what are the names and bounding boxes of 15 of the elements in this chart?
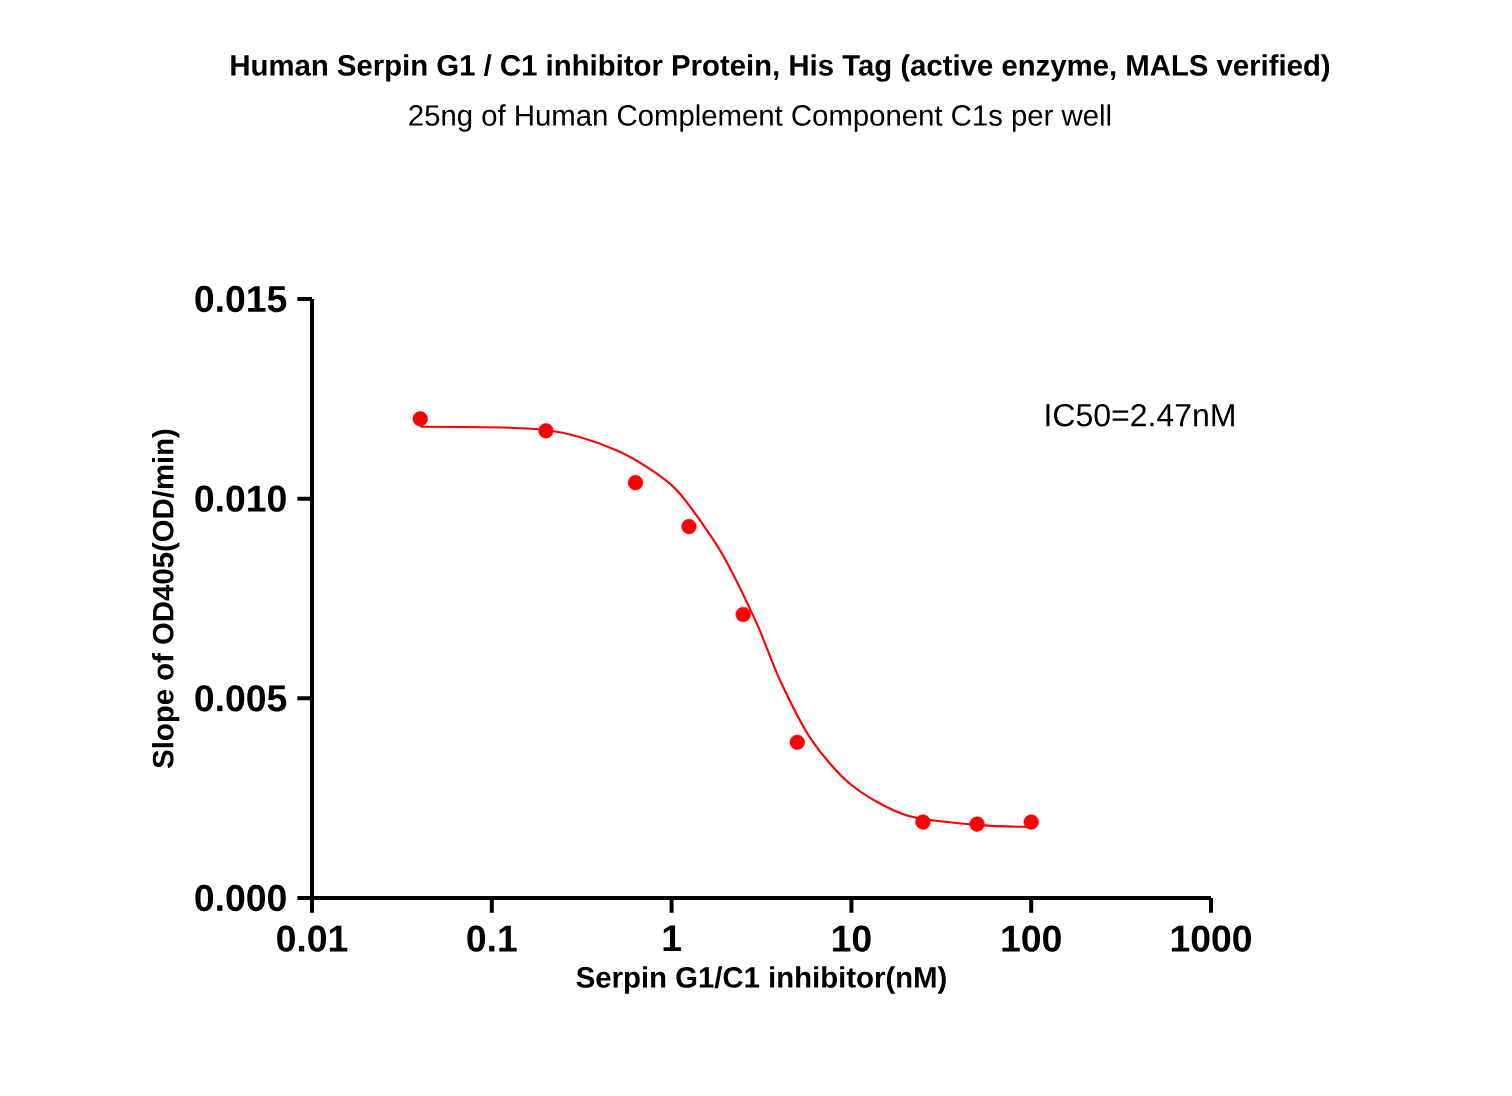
chart-subtitle: 25ng of Human Complement Component C1s per well [409,104,1111,132]
chart-title: Human Serpin G1 / C1 inhibitor Protein, His Tag (active enzyme, MALS verified) [231,54,1330,82]
annotation: IC50=2.47nM [1046,403,1234,427]
y-tick-label: 0.010 [195,485,286,512]
y-tick-label: 0.005 [195,685,287,712]
x-tick-label: 10 [832,925,871,952]
x-tick-label: 1 [663,925,681,952]
y-axis-title: Slope of OD405(OD/min) [152,429,180,768]
x-axis-title: Serpin G1/C1 inhibitor(nM) [576,966,946,994]
y-tick-label: 0.000 [195,884,286,912]
x-tick-label: 0.01 [277,925,348,952]
x-tick-label: 1000 [1171,925,1251,952]
y-tick-label: 0.015 [195,285,287,313]
x-tick-label: 100 [1002,925,1061,952]
x-tick-label: 0.1 [467,925,517,952]
